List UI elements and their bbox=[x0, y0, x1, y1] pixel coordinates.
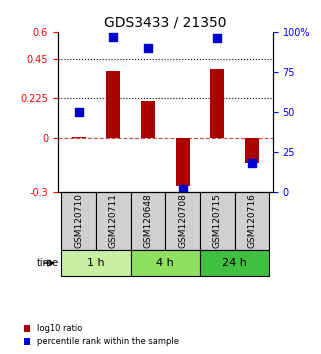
FancyBboxPatch shape bbox=[61, 192, 96, 250]
FancyBboxPatch shape bbox=[200, 192, 235, 250]
Bar bbox=[210, 69, 224, 138]
Text: 1 h: 1 h bbox=[87, 258, 105, 268]
Point bbox=[249, 160, 255, 166]
Text: GSM120708: GSM120708 bbox=[178, 193, 187, 248]
Point bbox=[180, 186, 185, 192]
Point bbox=[111, 34, 116, 40]
Text: GSM120710: GSM120710 bbox=[74, 193, 83, 248]
FancyBboxPatch shape bbox=[61, 250, 131, 276]
Legend: log10 ratio, percentile rank within the sample: log10 ratio, percentile rank within the … bbox=[20, 321, 182, 350]
Text: GSM120648: GSM120648 bbox=[143, 194, 152, 248]
Text: GSM120715: GSM120715 bbox=[213, 193, 222, 248]
Point bbox=[76, 109, 81, 115]
FancyBboxPatch shape bbox=[235, 192, 269, 250]
Bar bbox=[72, 137, 85, 138]
Title: GDS3433 / 21350: GDS3433 / 21350 bbox=[104, 15, 227, 29]
Bar bbox=[106, 71, 120, 138]
Text: GSM120716: GSM120716 bbox=[247, 193, 256, 248]
Text: 4 h: 4 h bbox=[156, 258, 174, 268]
FancyBboxPatch shape bbox=[96, 192, 131, 250]
FancyBboxPatch shape bbox=[165, 192, 200, 250]
Bar bbox=[245, 138, 259, 163]
Text: GSM120711: GSM120711 bbox=[109, 193, 118, 248]
FancyBboxPatch shape bbox=[200, 250, 269, 276]
Point bbox=[215, 35, 220, 41]
Text: time: time bbox=[36, 258, 58, 268]
Text: 24 h: 24 h bbox=[222, 258, 247, 268]
FancyBboxPatch shape bbox=[131, 250, 200, 276]
FancyBboxPatch shape bbox=[131, 192, 165, 250]
Point bbox=[145, 45, 151, 51]
Bar bbox=[176, 138, 190, 187]
Bar bbox=[141, 101, 155, 138]
